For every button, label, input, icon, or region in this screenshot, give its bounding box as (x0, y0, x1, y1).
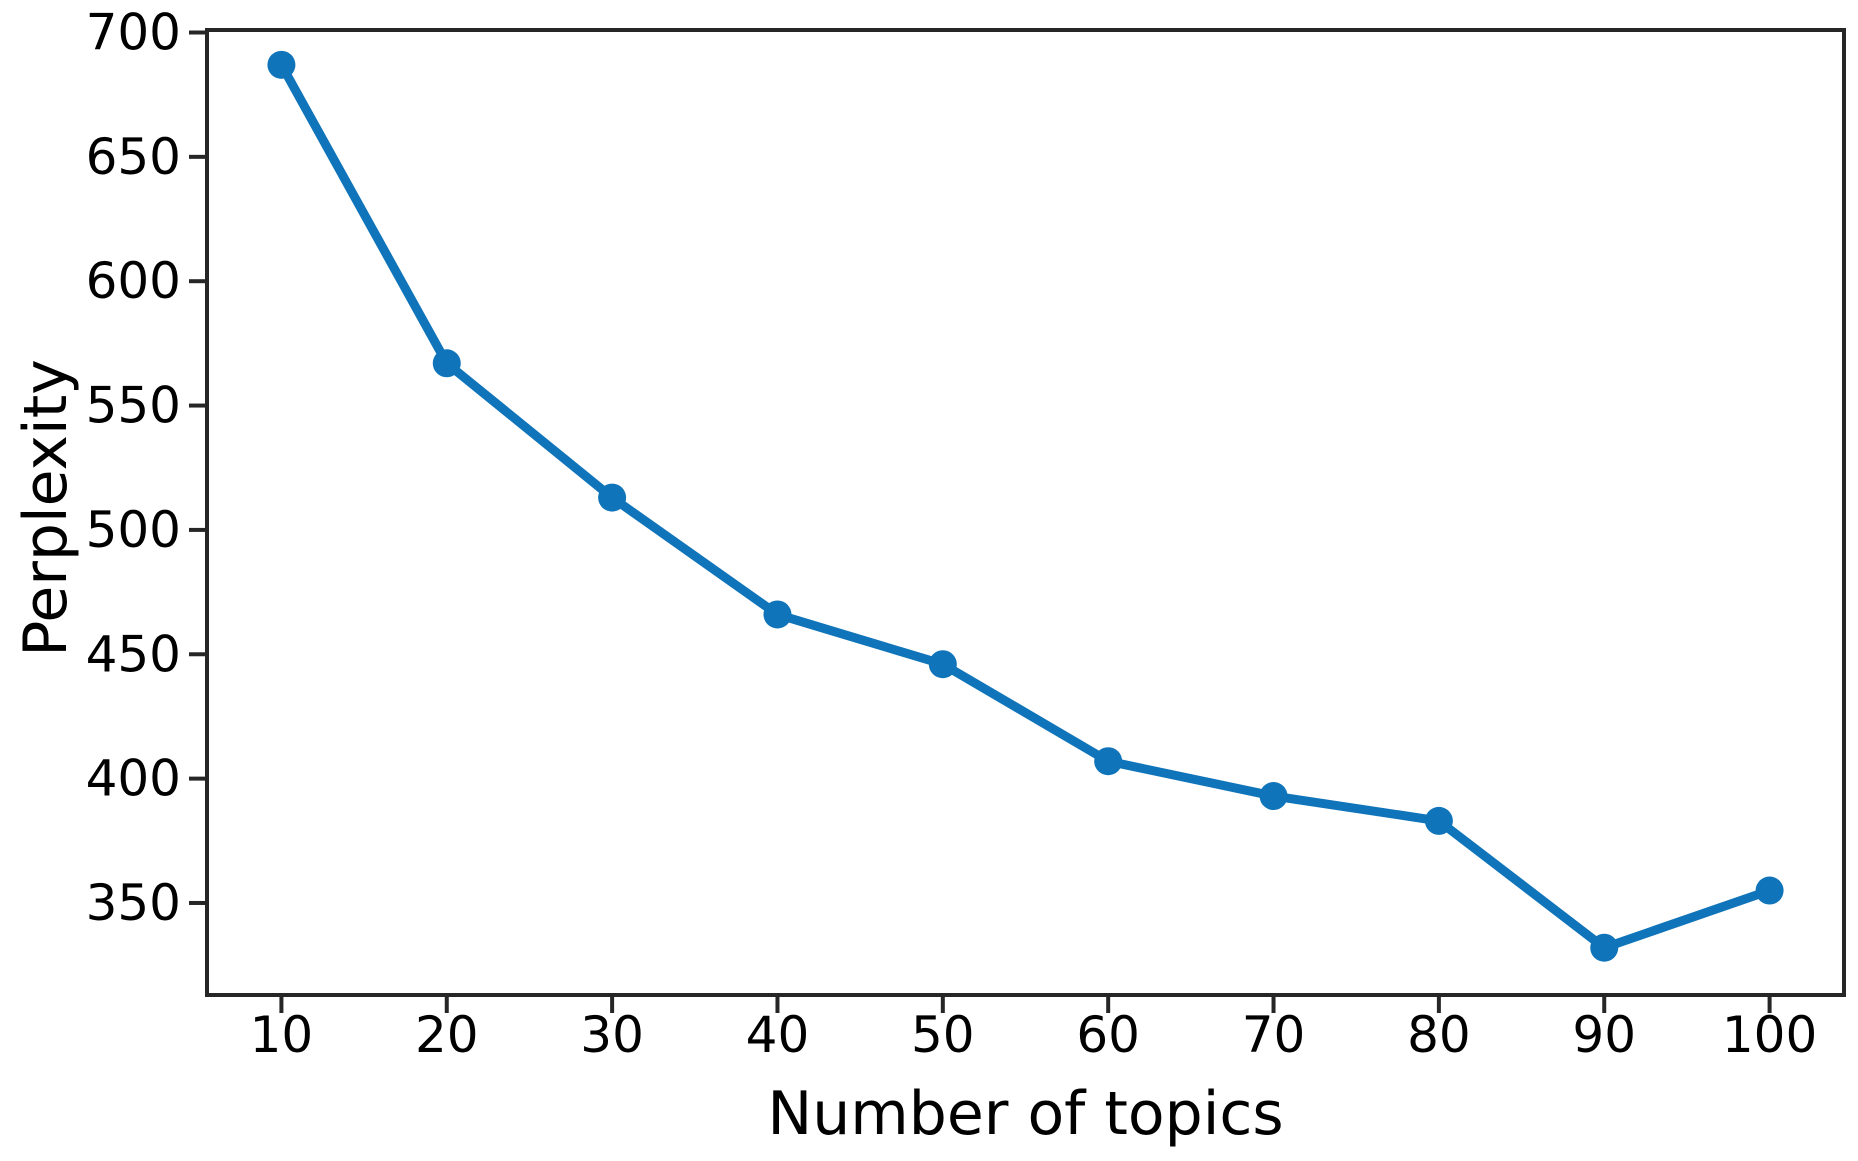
data-point-marker (763, 600, 792, 629)
x-tick-label: 20 (415, 1006, 479, 1064)
y-tick-label: 400 (86, 750, 181, 808)
x-tick-label: 90 (1572, 1006, 1636, 1064)
plot-border (205, 28, 1846, 997)
data-point-marker (1590, 933, 1619, 962)
data-point-marker (1259, 782, 1288, 811)
series-layer (267, 50, 1784, 962)
y-tick-label: 600 (86, 252, 181, 310)
data-point-marker (267, 50, 296, 79)
data-point-marker (928, 650, 957, 679)
y-tick-label: 550 (86, 377, 181, 435)
data-point-marker (1424, 806, 1453, 835)
data-point-marker (1094, 747, 1123, 776)
ticks-layer: 10 20 30 40 50 60 70 80 90 100 350 400 450 500 550 600 6… (86, 3, 1818, 1063)
x-tick-label: 80 (1407, 1006, 1471, 1064)
data-point-marker (432, 349, 461, 378)
y-tick-label: 700 (86, 3, 181, 61)
x-axis-label: Number of topics (767, 1079, 1283, 1149)
data-point-marker (1755, 876, 1784, 905)
x-tick-label: 60 (1076, 1006, 1140, 1064)
y-tick-label: 500 (86, 501, 181, 559)
y-tick-label: 350 (86, 874, 181, 932)
series-line (276, 60, 1775, 953)
data-point-marker (598, 483, 627, 512)
x-tick-label: 10 (250, 1006, 314, 1064)
x-tick-label: 40 (746, 1006, 810, 1064)
x-tick-label: 30 (580, 1006, 644, 1064)
x-tick-label: 70 (1242, 1006, 1306, 1064)
y-axis-label: Perplexity (11, 359, 81, 656)
x-tick-label: 50 (911, 1006, 975, 1064)
y-tick-label: 650 (86, 128, 181, 186)
x-tick-label: 100 (1722, 1006, 1817, 1064)
y-tick-label: 450 (86, 625, 181, 683)
